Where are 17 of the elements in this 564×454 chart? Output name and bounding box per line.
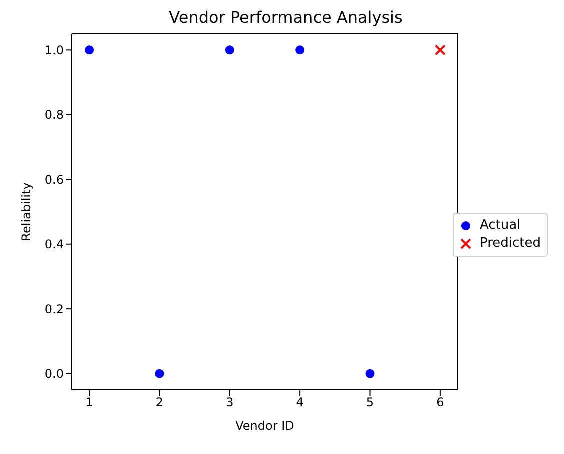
y-tick-label: 0.0: [44, 367, 64, 382]
y-tick-label: 0.6: [44, 172, 64, 187]
legend-label: Actual: [480, 216, 521, 234]
x-axis-title: Vendor ID: [236, 419, 294, 433]
y-tick-label: 0.4: [44, 238, 64, 252]
x-tick-label: 5: [366, 396, 374, 410]
y-tick-label: 0.8: [44, 108, 64, 122]
x-tick-label: 1: [86, 396, 94, 410]
x-tick-label: 2: [156, 396, 164, 410]
y-axis-title: Reliability: [19, 182, 34, 242]
y-tick-label: 0.2: [44, 302, 64, 316]
chart-title: Vendor Performance Analysis: [168, 8, 404, 27]
x-tick-label: 6: [436, 396, 444, 410]
legend-label: Predicted: [480, 234, 541, 252]
y-tick-label: 1.0: [44, 43, 64, 58]
x-tick-label: 4: [296, 396, 304, 410]
x-tick-label: 3: [226, 396, 234, 410]
